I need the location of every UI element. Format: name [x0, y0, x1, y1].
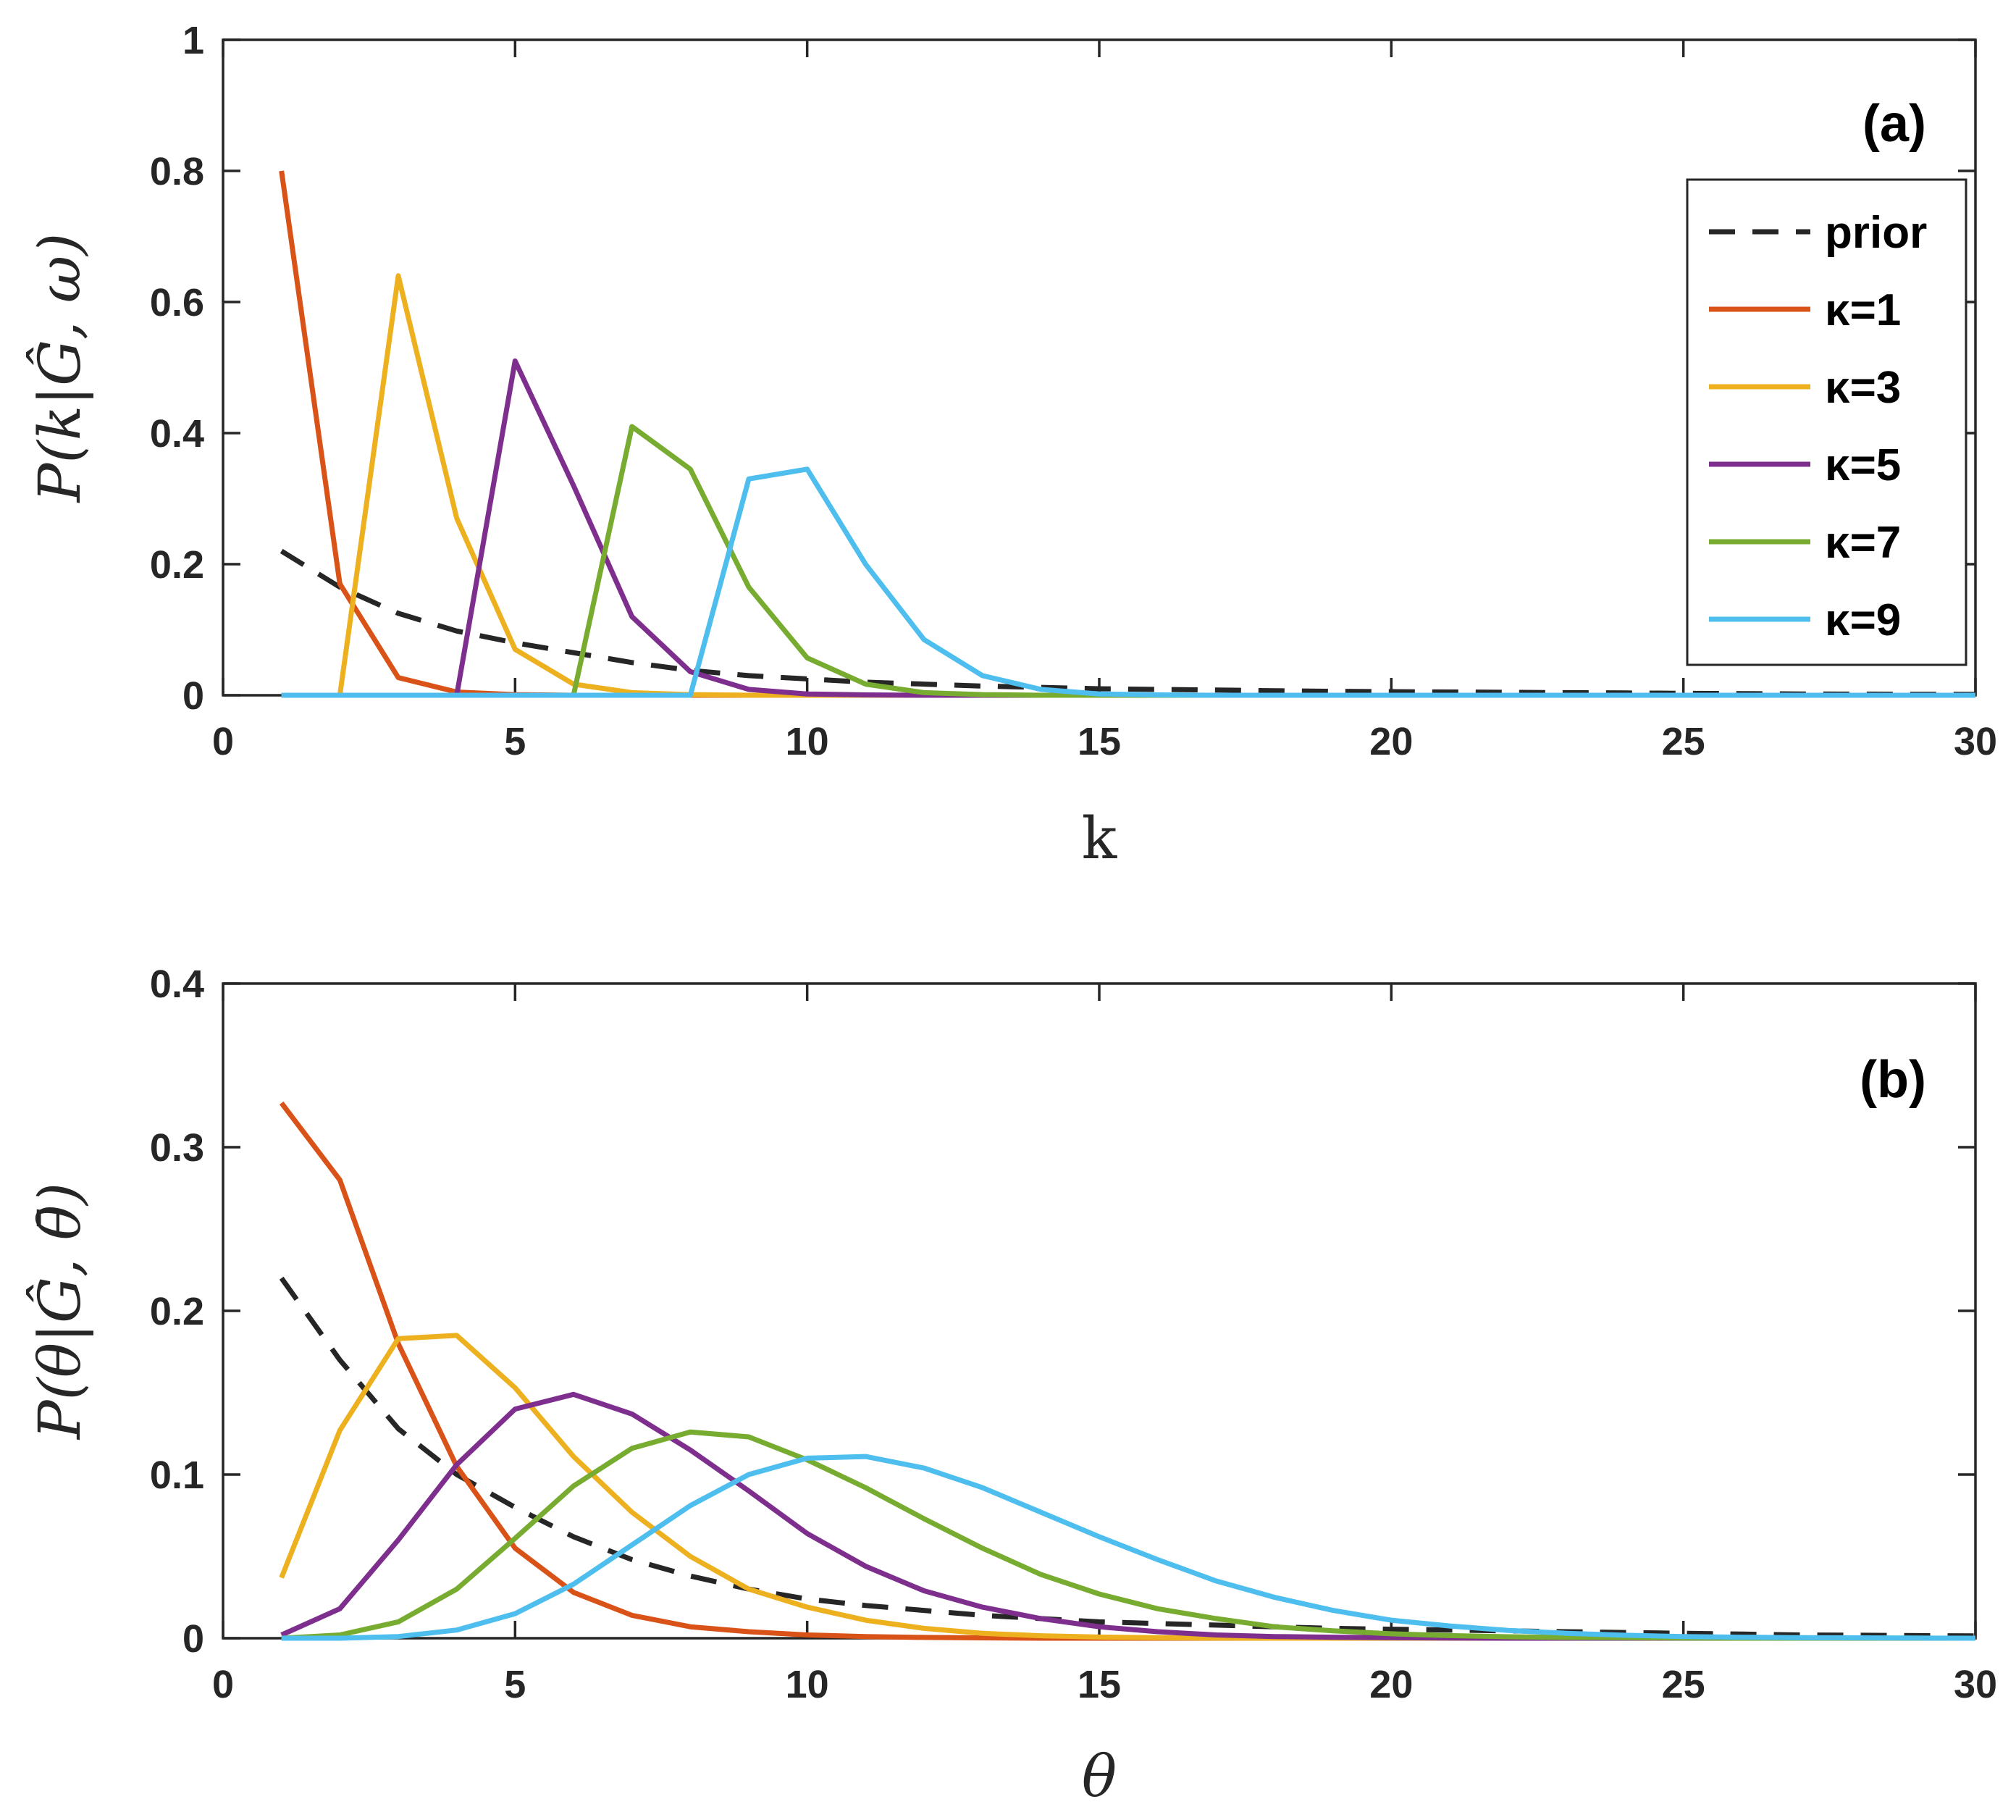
- panel-label: (b): [1860, 1051, 1926, 1109]
- series-line-kappa-9: [281, 466, 1975, 698]
- y-tick-label: 0.6: [150, 281, 204, 324]
- chart-panel-a: 0 5 10 15 20 25 30 0 0.2 0.4 0.6 0.8 1 (a) k P(k|Ĝ, ω) p…: [25, 19, 1997, 872]
- y-tick-label: 0.3: [150, 1126, 204, 1170]
- x-tick-label: 25: [1662, 720, 1705, 763]
- chart-panel-b: 0 5 10 15 20 25 30 0 0.1 0.2 0.3 0.4 (b) θ P(θ|Ĝ, θ̄): [25, 963, 1997, 1810]
- x-tick-label: 20: [1369, 720, 1413, 763]
- series-line-kappa-7: [281, 1429, 1975, 1641]
- x-tick-label: 20: [1369, 1663, 1413, 1706]
- x-tick-label: 25: [1662, 1663, 1705, 1706]
- legend-box: [1686, 178, 1967, 666]
- series-line-kappa-1: [279, 1101, 1975, 1641]
- series-line-kappa-3: [279, 1333, 1975, 1641]
- y-tick-label: 1: [182, 19, 204, 62]
- legend-label: κ=1: [1825, 285, 1901, 335]
- series-line-kappa-9: [281, 1454, 1976, 1641]
- y-tick-label: 0.4: [150, 412, 204, 456]
- legend: prior κ=1 κ=3 κ=5 κ=7 κ=9: [1686, 178, 1967, 666]
- x-tick-label: 5: [504, 1663, 526, 1706]
- x-tick-label: 0: [212, 720, 234, 763]
- y-axis-title: P(k|Ĝ, ω): [25, 233, 93, 504]
- x-tick-label: 30: [1954, 1663, 1997, 1706]
- legend-label: κ=7: [1825, 518, 1901, 568]
- y-tick-label: 0.2: [150, 1290, 204, 1333]
- x-tick-label: 15: [1078, 1663, 1121, 1706]
- y-tick-label: 0: [182, 1617, 204, 1661]
- x-tick-label: 0: [212, 1663, 234, 1706]
- x-axis-title: θ: [1082, 1743, 1117, 1810]
- legend-label: prior: [1825, 208, 1927, 258]
- legend-label: κ=9: [1825, 595, 1901, 645]
- x-axis-title: k: [1082, 805, 1118, 872]
- legend-label: κ=5: [1825, 440, 1901, 490]
- x-tick-label: 30: [1954, 720, 1997, 763]
- legend-label: κ=3: [1825, 363, 1901, 413]
- series-line-prior: [279, 1276, 1976, 1639]
- x-tick-label: 10: [786, 720, 829, 763]
- y-tick-label: 0.2: [150, 543, 204, 587]
- x-tick-label: 5: [504, 720, 526, 763]
- panel-label: (a): [1862, 95, 1926, 153]
- plot-frame: [222, 982, 1977, 1640]
- y-tick-label: 0.1: [150, 1454, 204, 1497]
- y-tick-label: 0.8: [150, 150, 204, 193]
- x-tick-label: 15: [1078, 720, 1121, 763]
- y-tick-label: 0.4: [150, 963, 204, 1006]
- y-axis-title: P(θ|Ĝ, θ̄): [25, 1183, 93, 1441]
- y-tick-label: 0: [182, 674, 204, 718]
- x-tick-label: 10: [786, 1663, 829, 1706]
